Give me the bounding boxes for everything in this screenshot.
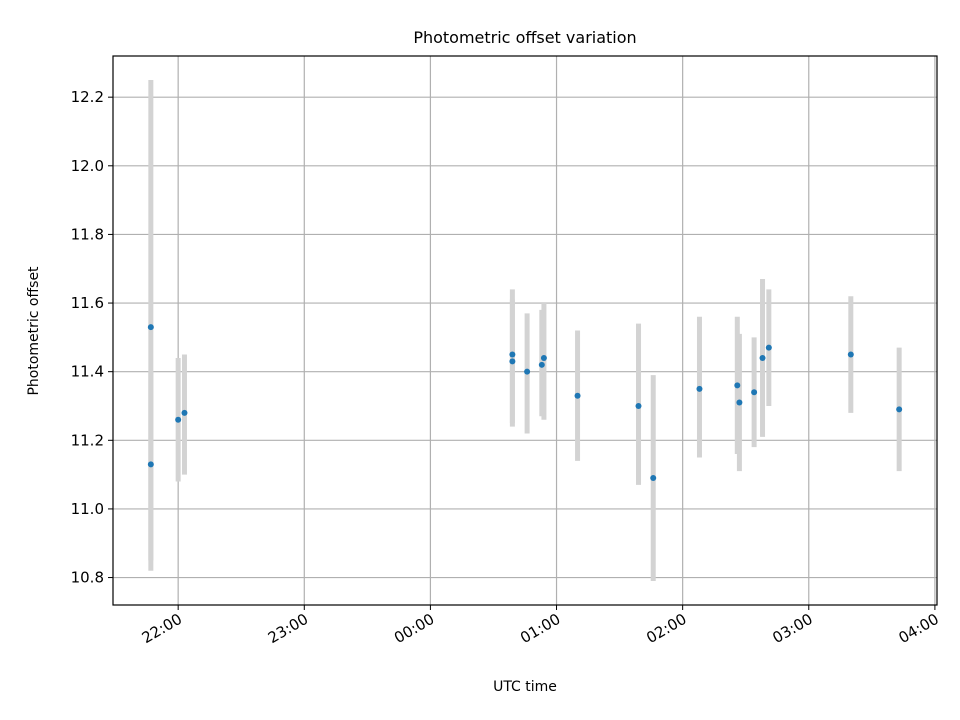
data-point <box>765 344 772 351</box>
data-point <box>751 389 758 396</box>
data-point <box>538 361 545 368</box>
x-axis-ticks: 22:00 23:00 00:00 01:00 02:00 03:00 04:00 <box>139 605 942 647</box>
y-tick-label: 11.8 <box>71 225 104 243</box>
data-point <box>696 385 703 392</box>
x-tick-label: 23:00 <box>265 610 311 647</box>
data-point <box>574 392 581 399</box>
y-tick-label: 11.4 <box>71 363 104 381</box>
data-point <box>181 409 188 416</box>
data-point <box>847 351 854 358</box>
data-point <box>524 368 531 375</box>
data-point <box>635 402 642 409</box>
data-point <box>759 354 766 361</box>
data-point <box>540 354 547 361</box>
chart-title: Photometric offset variation <box>413 28 636 47</box>
data-point <box>650 475 657 482</box>
x-tick-label: 01:00 <box>517 610 563 647</box>
data-point <box>736 399 743 406</box>
grid <box>113 56 937 605</box>
data-point <box>734 382 741 389</box>
y-axis-ticks: 10.8 11.0 11.2 11.4 11.6 11.8 12.0 12.2 <box>71 88 113 587</box>
x-tick-label: 03:00 <box>769 610 815 647</box>
data-point <box>175 416 182 423</box>
data-point <box>147 461 154 468</box>
y-tick-label: 12.2 <box>71 88 104 106</box>
x-axis-label: UTC time <box>493 679 557 695</box>
plot-frame <box>112 55 938 606</box>
data-point <box>896 406 903 413</box>
y-tick-label: 11.0 <box>71 500 104 518</box>
data-points <box>147 324 903 482</box>
y-tick-label: 12.0 <box>71 157 104 175</box>
y-tick-label: 11.6 <box>71 294 104 312</box>
error-bars <box>148 80 902 581</box>
x-tick-label: 04:00 <box>895 610 941 647</box>
x-tick-label: 02:00 <box>643 610 689 647</box>
x-tick-label: 00:00 <box>391 610 437 647</box>
data-point <box>509 358 516 365</box>
data-point <box>147 324 154 331</box>
x-tick-label: 22:00 <box>139 610 185 647</box>
data-point <box>509 351 516 358</box>
y-axis-label: Photometric offset <box>26 266 42 396</box>
y-tick-label: 11.2 <box>71 431 104 449</box>
y-tick-label: 10.8 <box>71 569 104 587</box>
